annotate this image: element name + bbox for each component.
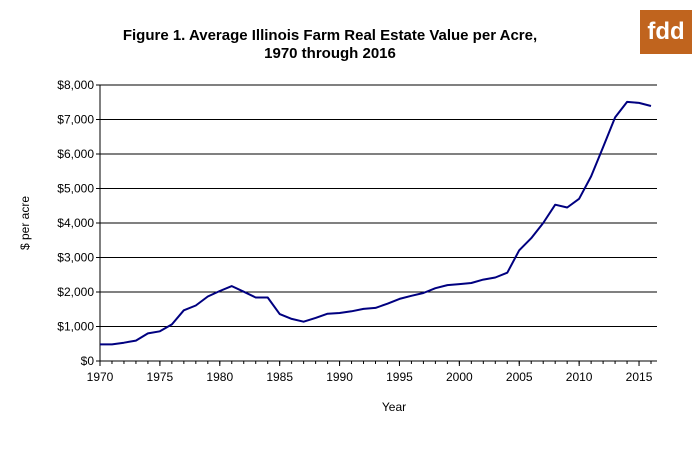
x-tick-label: 2010 [566, 370, 593, 384]
x-tick-label: 2015 [626, 370, 653, 384]
y-axis-label: $ per acre [18, 196, 32, 250]
data-point [542, 222, 544, 224]
data-point [626, 101, 628, 103]
data-point [303, 321, 305, 323]
chart-title-line1: Figure 1. Average Illinois Farm Real Est… [122, 27, 538, 44]
data-point [458, 283, 460, 285]
data-point [375, 307, 377, 309]
x-tick-label: 1990 [326, 370, 353, 384]
x-tick-labels: 1970 1975 1980 1985 1990 1995 2000 2005 2010 2015 [87, 370, 653, 384]
data-point [470, 282, 472, 284]
data-point [111, 343, 113, 345]
data-point [219, 290, 221, 292]
data-point [159, 330, 161, 332]
data-point [207, 295, 209, 297]
data-point [183, 309, 185, 311]
data-point [554, 204, 556, 206]
x-axis-label: Year [382, 400, 406, 414]
y-tick-label: $4,000 [57, 216, 94, 230]
data-point [291, 318, 293, 320]
y-tick-label: $2,000 [57, 285, 94, 299]
data-point [99, 343, 101, 345]
data-point [171, 323, 173, 325]
y-tick-label: $8,000 [57, 78, 94, 92]
x-tick-label: 1995 [386, 370, 413, 384]
data-point [255, 297, 257, 299]
data-point [566, 206, 568, 208]
data-point [578, 198, 580, 200]
data-point [638, 102, 640, 104]
data-point [363, 308, 365, 310]
data-point [279, 313, 281, 315]
data-point [422, 292, 424, 294]
x-tick-label: 2005 [506, 370, 533, 384]
data-point [530, 237, 532, 239]
y-tick-label: $6,000 [57, 147, 94, 161]
y-tick-labels: $0 $1,000 $2,000 $3,000 $4,000 $5,000 $6,000 $7… [57, 78, 94, 368]
data-point [494, 277, 496, 279]
data-point [614, 116, 616, 118]
data-point [518, 249, 520, 251]
y-tick-label: $5,000 [57, 182, 94, 196]
y-tick-label: $0 [81, 354, 95, 368]
fdd-logo: fdd [640, 10, 692, 54]
data-point [339, 312, 341, 314]
x-tick-label: 1970 [87, 370, 114, 384]
chart-title-line2: 1970 through 2016 [264, 45, 396, 62]
data-point [410, 295, 412, 297]
data-point [123, 342, 125, 344]
data-point [482, 279, 484, 281]
data-point [135, 340, 137, 342]
x-tick-label: 1980 [206, 370, 233, 384]
data-point [398, 298, 400, 300]
data-point [243, 291, 245, 293]
y-tick-label: $7,000 [57, 113, 94, 127]
y-tick-label: $1,000 [57, 320, 94, 334]
data-point [147, 332, 149, 334]
data-point [446, 284, 448, 286]
data-point [351, 310, 353, 312]
data-point [506, 272, 508, 274]
data-point [434, 287, 436, 289]
data-point [315, 317, 317, 319]
data-point [327, 313, 329, 315]
data-point [386, 303, 388, 305]
y-tick-label: $3,000 [57, 251, 94, 265]
series-layer [99, 100, 652, 346]
data-point [590, 175, 592, 177]
data-point [231, 285, 233, 287]
data-point [650, 105, 652, 107]
data-point [267, 297, 269, 299]
x-tick-label: 2000 [446, 370, 473, 384]
series-line-farm-value [100, 100, 652, 346]
data-point [602, 146, 604, 148]
x-tick-label: 1985 [266, 370, 293, 384]
data-point [195, 304, 197, 306]
gridlines [100, 84, 657, 327]
x-tick-label: 1975 [147, 370, 174, 384]
axes [96, 84, 657, 366]
